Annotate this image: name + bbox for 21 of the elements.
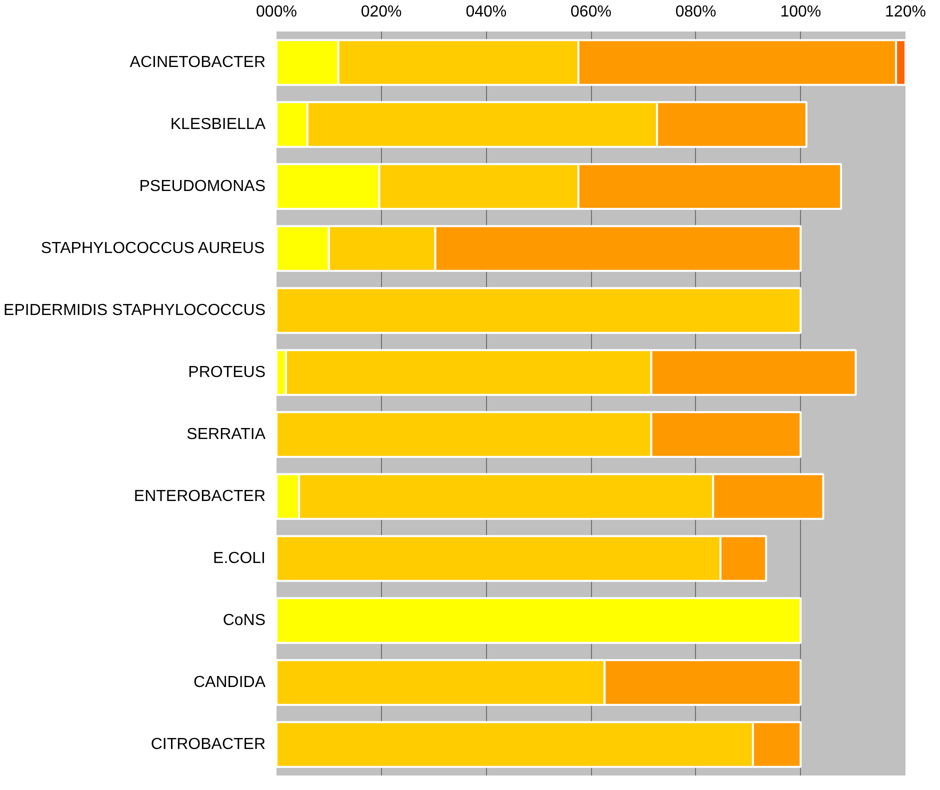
y-tick-label: PROTEUS — [188, 364, 266, 381]
y-tick-label: PSEUDOMONAS — [139, 178, 266, 195]
x-tick-label: 040% — [466, 4, 507, 20]
y-tick-label: CoNS — [222, 612, 266, 629]
y-tick-label: CITROBACTER — [150, 736, 266, 753]
bar — [276, 287, 802, 334]
x-tick-label: 000% — [256, 4, 297, 20]
x-tick-label: 080% — [675, 4, 716, 20]
y-tick-label: E.COLI — [213, 550, 266, 567]
x-tick-label: 020% — [360, 4, 402, 20]
y-tick-label: CANDIDA — [193, 674, 266, 691]
y-tick-label: KLESBIELLA — [170, 116, 266, 133]
y-tick-label: EPIDERMIDIS STAPHYLOCOCCUS — [4, 302, 266, 319]
y-tick-label: STAPHYLOCOCCUS AUREUS — [40, 240, 265, 257]
x-tick-label: 100% — [780, 4, 822, 20]
y-tick-label: ACINETOBACTER — [130, 54, 266, 71]
x-tick-label: 060% — [570, 4, 612, 20]
y-tick-label: ENTEROBACTER — [134, 488, 266, 505]
y-tick-label: SERRATIA — [186, 426, 266, 443]
bar — [276, 597, 802, 644]
x-tick-label: 120% — [885, 4, 926, 20]
